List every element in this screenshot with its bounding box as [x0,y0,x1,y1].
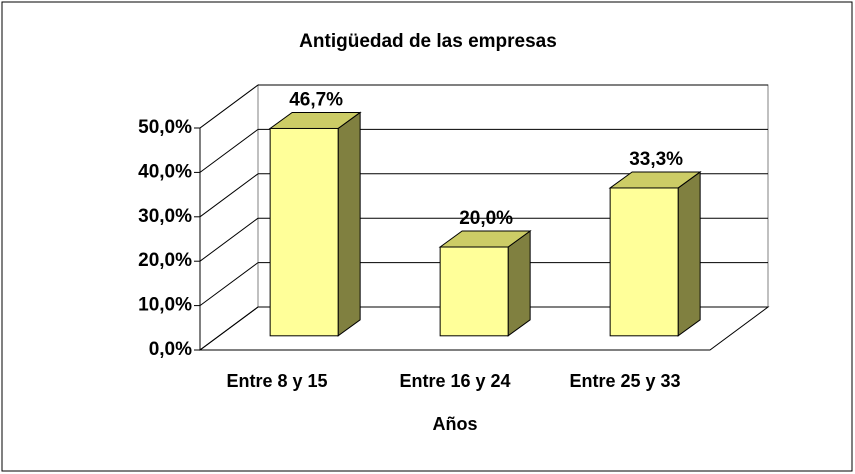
y-tick-label: 20,0% [138,250,192,271]
y-tick-label: 30,0% [138,206,192,227]
bar [609,187,679,337]
y-tick-label: 50,0% [138,117,192,138]
y-tick-label: 0,0% [149,339,192,360]
x-tick-label: Entre 16 y 24 [399,371,510,391]
bar-side [507,230,531,337]
x-axis-label: Años [433,414,478,434]
y-tick-label: 10,0% [138,295,192,316]
grid-line-side [199,306,259,351]
grid-line-side [199,262,259,307]
x-tick-label: Entre 8 y 15 [226,371,327,391]
chart-title: Antigüedad de las empresas [299,31,557,52]
grid-line-side [199,173,259,218]
data-label: 46,7% [289,89,343,110]
y-tick-label: 40,0% [138,161,192,182]
x-tick-label: Entre 25 y 33 [569,371,680,391]
bar-side [677,170,701,337]
bar [439,246,509,337]
bar-side [337,111,361,337]
data-label: 33,3% [629,149,683,170]
data-label: 20,0% [459,208,513,229]
grid-line-side [199,217,259,262]
bar [269,127,339,337]
grid-line-side [199,128,259,173]
grid-line-side [199,84,259,129]
